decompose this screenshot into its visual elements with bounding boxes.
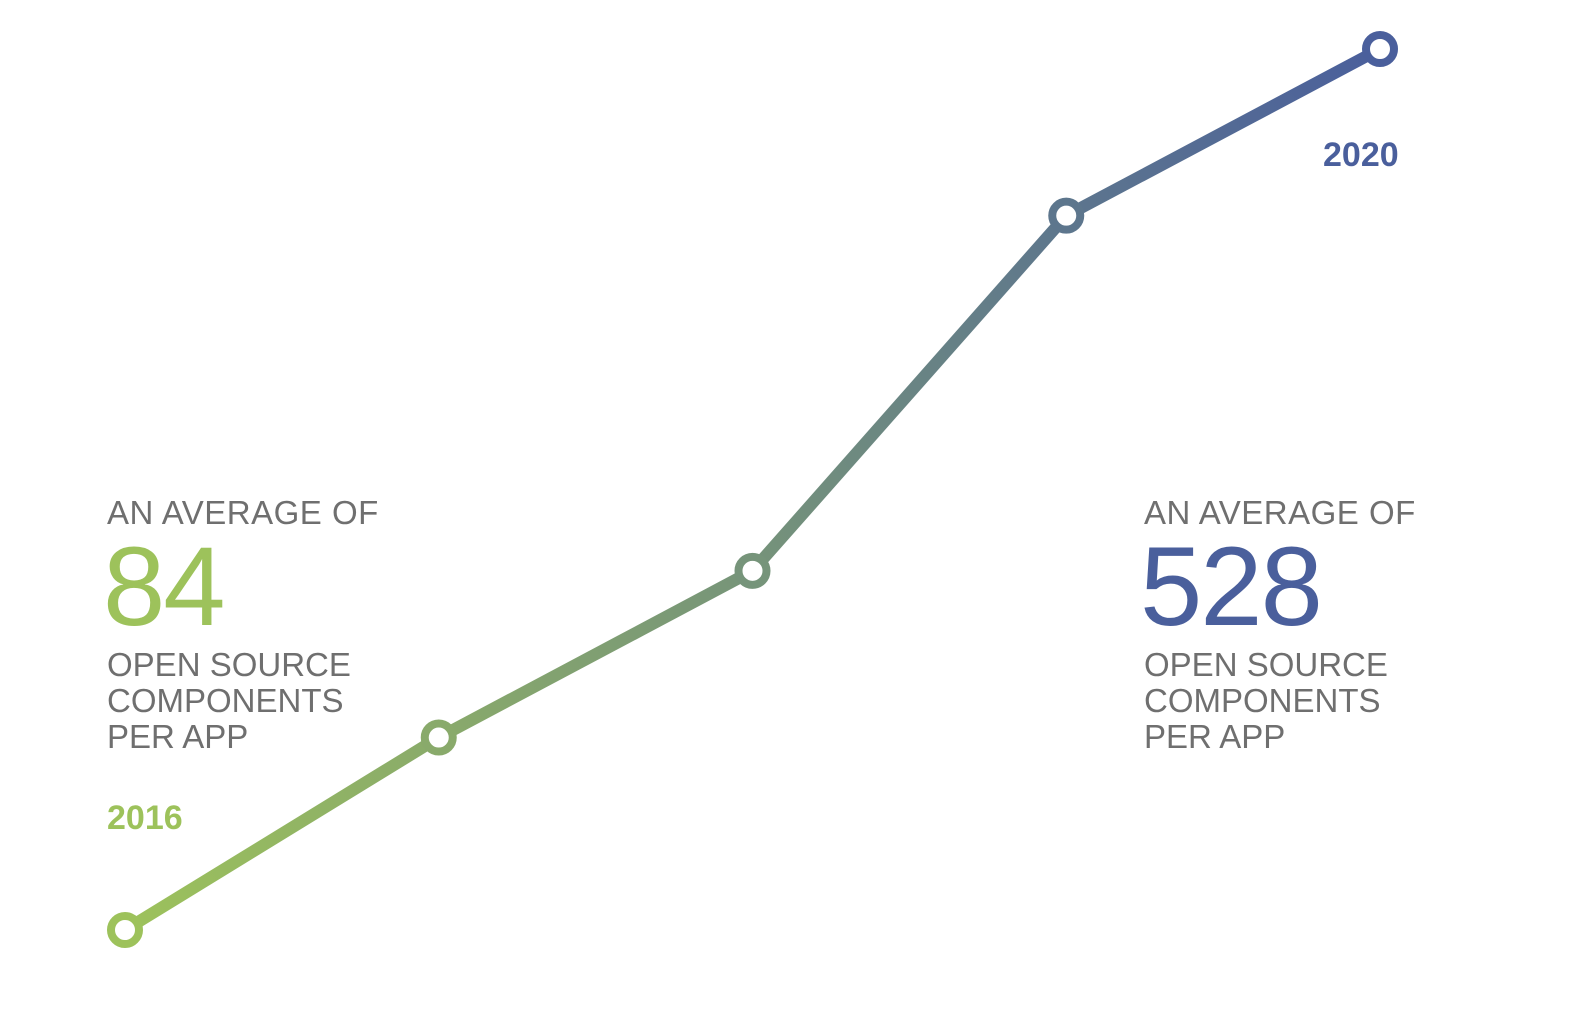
data-point-2016	[107, 912, 143, 948]
end-desc-line-2: COMPONENTS	[1144, 682, 1381, 719]
line-segment	[1060, 43, 1386, 222]
start-value: 84	[103, 524, 226, 649]
start-annotation: AN AVERAGE OF 84 OPEN SOURCE COMPONENTS …	[103, 494, 379, 755]
end-intro: AN AVERAGE OF	[1144, 494, 1416, 531]
start-desc-line-2: COMPONENTS	[107, 682, 344, 719]
end-annotation: AN AVERAGE OF 528 OPEN SOURCE COMPONENTS…	[1140, 494, 1416, 755]
end-value: 528	[1140, 524, 1323, 649]
data-point-2018	[734, 552, 771, 589]
start-desc-line-1: OPEN SOURCE	[107, 646, 351, 683]
end-desc-line-1: OPEN SOURCE	[1144, 646, 1388, 683]
start-year-label: 2016	[107, 799, 183, 837]
line-segment	[432, 564, 759, 744]
end-desc-line-3: PER APP	[1144, 718, 1286, 755]
data-point-2019	[1048, 197, 1085, 234]
line-segment	[119, 731, 445, 936]
start-intro: AN AVERAGE OF	[107, 494, 379, 531]
start-desc-line-3: PER APP	[107, 718, 249, 755]
end-year-label: 2020	[1323, 136, 1399, 174]
data-point-2017	[420, 719, 457, 756]
data-point-2020	[1362, 31, 1398, 67]
line-segment	[746, 209, 1073, 577]
